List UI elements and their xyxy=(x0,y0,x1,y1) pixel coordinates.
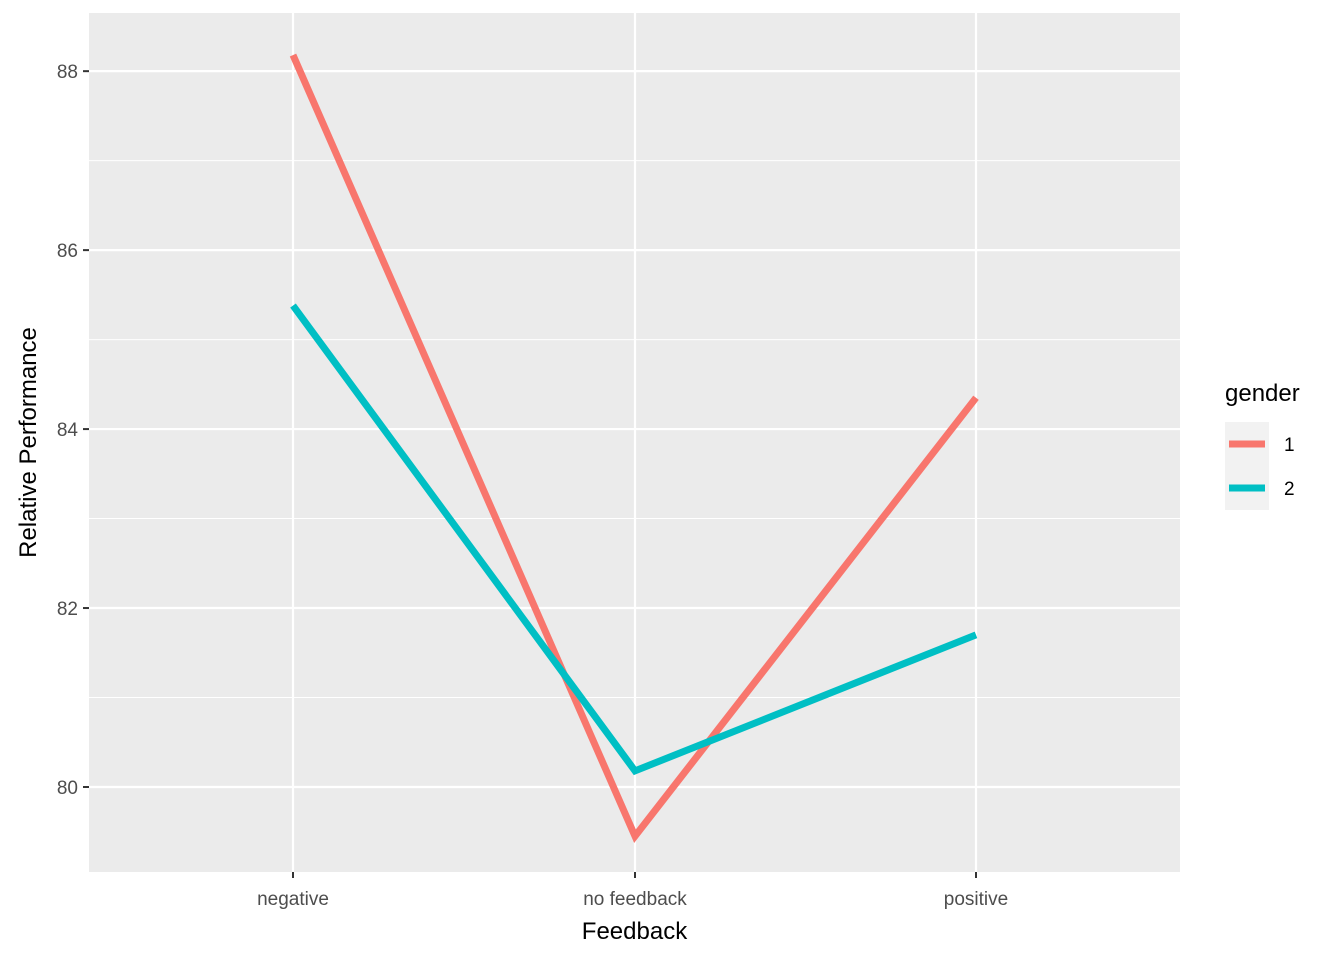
y-tick-label: 86 xyxy=(57,241,78,262)
x-axis: negative no feedback positive xyxy=(257,872,1008,910)
y-tick-label: 88 xyxy=(57,62,78,83)
legend: gender 1 2 xyxy=(1225,380,1300,510)
series-line-1 xyxy=(289,53,979,843)
x-tick-label: no feedback xyxy=(583,889,687,910)
legend-label: 1 xyxy=(1284,435,1295,456)
legend-label: 2 xyxy=(1284,479,1295,500)
x-tick-label: positive xyxy=(944,889,1008,910)
major-gridlines-x xyxy=(291,13,978,872)
series-line-2 xyxy=(290,303,978,776)
legend-title: gender xyxy=(1225,380,1300,407)
y-tick-label: 82 xyxy=(57,599,78,620)
y-tick-label: 80 xyxy=(57,778,78,799)
x-axis-title: Feedback xyxy=(582,918,688,945)
y-axis-title: Relative Performance xyxy=(15,327,42,558)
x-tick-label: negative xyxy=(257,889,329,910)
y-tick-label: 84 xyxy=(57,420,79,441)
series-lines xyxy=(289,53,979,843)
y-axis: 80 82 84 86 88 xyxy=(57,62,89,799)
